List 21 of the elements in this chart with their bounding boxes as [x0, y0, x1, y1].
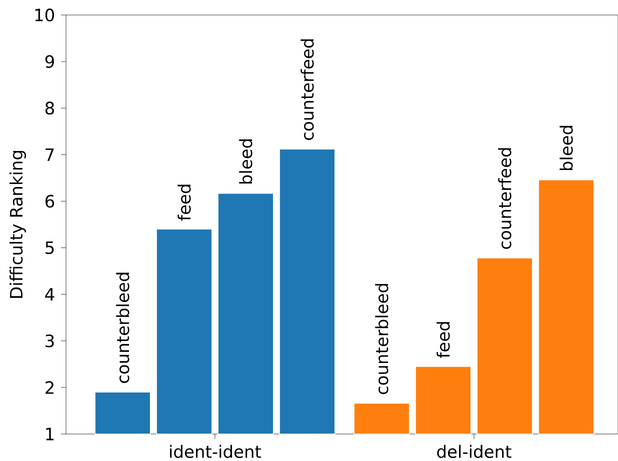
y-tick-label: 10: [35, 8, 54, 22]
data-label: bleed: [239, 139, 252, 184]
data-label: feed: [436, 322, 450, 358]
y-tick-label: 6: [46, 194, 54, 208]
x-tick-label: del-ident: [437, 444, 512, 458]
y-tick-label: 7: [46, 148, 54, 161]
data-label: counterfeed: [300, 39, 314, 140]
y-tick-label: 4: [45, 288, 54, 301]
data-label: counterbleed: [375, 284, 388, 394]
data-label: bleed: [560, 126, 573, 170]
y-tick-label: 9: [45, 55, 54, 68]
x-tick-label: ident-ident: [170, 444, 262, 458]
data-label: counterfeed: [498, 148, 512, 249]
y-tick-label: 1: [46, 428, 54, 440]
y-tick-label: 2: [46, 381, 54, 394]
y-axis-title: Difficulty Ranking: [10, 151, 26, 298]
y-tick-label: 8: [45, 102, 54, 115]
y-tick-label: 3: [46, 334, 54, 348]
y-tick-label: 5: [46, 241, 54, 254]
data-label: feed: [178, 184, 191, 221]
data-label: counterbleed: [116, 272, 130, 383]
